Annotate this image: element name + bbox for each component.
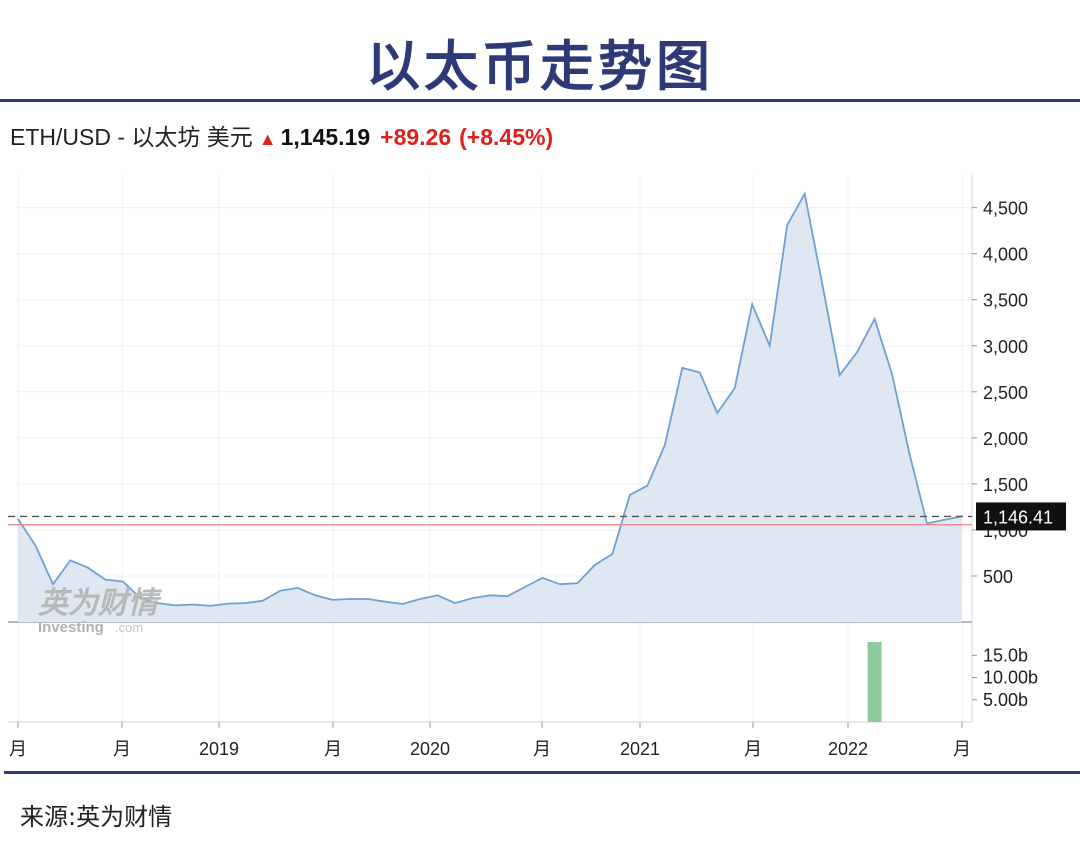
price-area-fill bbox=[18, 193, 962, 623]
y-tick-label: 2,000 bbox=[983, 429, 1028, 449]
x-tick-label: 2019 bbox=[199, 739, 239, 759]
last-price: 1,145.19 bbox=[280, 124, 371, 150]
last-value-label: 1,146.41 bbox=[983, 507, 1053, 527]
last-value-box bbox=[976, 502, 1066, 531]
x-tick-label: 2022 bbox=[828, 739, 868, 759]
x-tick-label: 月 bbox=[533, 739, 551, 759]
watermark-en-suffix: .com bbox=[115, 620, 143, 635]
up-arrow-icon: ▲ bbox=[258, 129, 277, 149]
volume-tick-label: 10.00b bbox=[983, 668, 1038, 688]
x-tick-label: 月 bbox=[9, 739, 27, 759]
y-tick-label: 4,000 bbox=[983, 245, 1028, 265]
last-value-marker: 1,146.41 bbox=[976, 502, 1066, 531]
x-tick-label: 2020 bbox=[410, 739, 450, 759]
x-tick-label: 月 bbox=[744, 739, 762, 759]
x-tick-label: 月 bbox=[113, 739, 131, 759]
y-tick-label: 1,500 bbox=[983, 475, 1028, 495]
price-chart: 5001,0001,5002,0002,5003,0003,5004,0004,… bbox=[8, 175, 1066, 759]
watermark-cn-text: 英为财情 bbox=[38, 586, 163, 621]
volume-tick-label: 15.0b bbox=[983, 645, 1028, 665]
price-change-percent: (+8.45%) bbox=[459, 124, 554, 150]
y-tick-label: 3,000 bbox=[983, 337, 1028, 357]
footer-divider bbox=[4, 771, 1080, 774]
x-tick-label: 月 bbox=[324, 739, 342, 759]
y-tick-label: 2,500 bbox=[983, 383, 1028, 403]
y-tick-label: 3,500 bbox=[983, 291, 1028, 311]
instrument-name: ETH/USD - 以太坊 美元 bbox=[10, 124, 253, 150]
volume-bar bbox=[867, 642, 882, 722]
watermark-en-text: Investing bbox=[38, 619, 104, 636]
source-note: 来源:英为财情 bbox=[20, 803, 173, 831]
y-tick-label: 500 bbox=[983, 567, 1013, 587]
y-tick-label: 4,500 bbox=[983, 199, 1028, 219]
x-tick-label: 2021 bbox=[620, 739, 660, 759]
x-tick-label: 月 bbox=[953, 739, 971, 759]
price-change: +89.26 bbox=[380, 124, 452, 150]
price-line bbox=[17, 191, 963, 607]
x-axis: 月 月 2019 月 2020 月 2021 月 2022 月 bbox=[9, 722, 971, 759]
page-title: 以太币走势图 bbox=[366, 35, 714, 98]
quote-header: ETH/USD - 以太坊 美元 ▲ 1,145.19 +89.26 (+8.45%) bbox=[10, 118, 561, 152]
title-divider bbox=[0, 99, 1080, 102]
volume-tick-label: 5.00b bbox=[983, 690, 1028, 710]
